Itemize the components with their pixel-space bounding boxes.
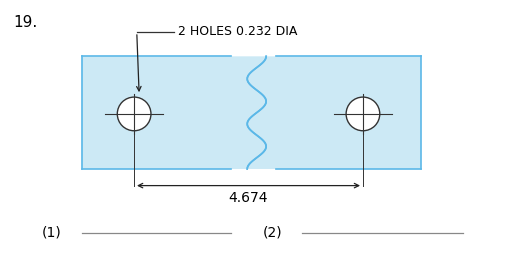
Polygon shape [82,56,266,169]
Polygon shape [247,56,421,169]
Circle shape [346,97,380,131]
Text: 4.674: 4.674 [229,191,268,205]
Circle shape [117,97,151,131]
Text: (2): (2) [263,226,282,240]
Text: 19.: 19. [13,15,37,30]
Text: 2 HOLES 0.232 DIA: 2 HOLES 0.232 DIA [178,26,297,38]
Text: (1): (1) [42,226,62,240]
Polygon shape [247,56,266,169]
